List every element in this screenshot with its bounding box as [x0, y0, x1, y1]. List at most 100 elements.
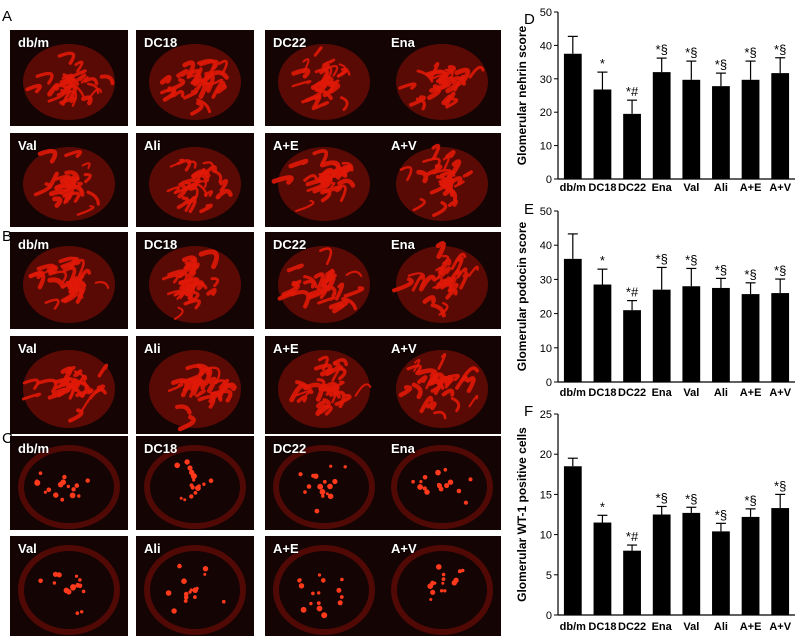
stain-image — [273, 445, 375, 529]
significance-marker: *§ — [715, 57, 727, 72]
bar-ae — [741, 294, 760, 382]
significance-marker: *§ — [715, 507, 727, 522]
y-axis-label: Glomerular nehrin score — [515, 25, 529, 165]
y-tick-label: 25 — [540, 409, 552, 421]
significance-marker: *# — [626, 84, 639, 99]
y-tick-label: 20 — [540, 449, 552, 461]
stain-image — [271, 147, 370, 221]
stain-image — [391, 545, 493, 635]
x-tick-label: A+V — [769, 387, 791, 399]
stain-image — [23, 147, 115, 221]
micrograph-b-ali: Ali — [136, 336, 254, 434]
stain-image — [18, 445, 120, 529]
bar-dbm — [563, 258, 582, 382]
y-tick-label: 10 — [540, 343, 552, 355]
micrograph-b-dbm: db/m — [10, 232, 128, 329]
x-tick-label: DC18 — [588, 387, 616, 399]
y-tick-label: 0 — [546, 610, 552, 622]
micrograph-label: Ena — [391, 35, 415, 50]
bar-av — [771, 293, 790, 382]
bar-av — [771, 73, 790, 179]
bar-val — [682, 512, 701, 615]
bar-ali — [712, 531, 730, 615]
bar-av — [771, 508, 790, 615]
bar-val — [682, 286, 701, 382]
bar-ena — [652, 72, 671, 179]
micrograph-label: Ena — [391, 441, 415, 456]
y-axis-label: Glomerular WT-1 positive cells — [515, 427, 529, 602]
y-tick-label: 40 — [540, 240, 552, 252]
x-tick-label: A+V — [769, 182, 791, 194]
x-tick-label: DC18 — [588, 182, 616, 194]
x-tick-label: DC22 — [618, 621, 646, 633]
y-axis-label: Glomerular podocin score — [515, 221, 529, 371]
micrograph-c-ae: A+E — [265, 536, 383, 636]
micrograph-a-ali: Ali — [136, 133, 254, 227]
micrograph-c-ena: Ena — [383, 436, 501, 530]
stain-image — [149, 44, 241, 120]
micrograph-label: A+V — [391, 138, 417, 153]
micrograph-label: DC22 — [273, 237, 307, 252]
micrograph-label: DC18 — [144, 35, 178, 50]
micrograph-b-av: A+V — [383, 336, 501, 434]
bar-ae — [741, 79, 760, 179]
micrograph-label: DC22 — [273, 35, 307, 50]
x-tick-label: A+E — [740, 182, 762, 194]
micrograph-label: A+E — [273, 138, 299, 153]
stain-image — [396, 44, 488, 120]
stain-image — [23, 246, 115, 323]
significance-marker: *§ — [685, 491, 697, 506]
x-tick-label: Ena — [652, 387, 673, 399]
significance-marker: *§ — [685, 252, 697, 267]
x-tick-label: Val — [683, 387, 699, 399]
stain-image — [149, 147, 241, 221]
stain-image — [277, 246, 370, 323]
micrograph-a-dbm: db/m — [10, 30, 128, 126]
bar-val — [682, 79, 701, 179]
panel-letter-f: F — [524, 403, 533, 420]
micrograph-label: Ali — [144, 138, 161, 153]
micrograph-a-dc22: DC22 — [265, 30, 383, 126]
y-tick-label: 50 — [540, 206, 552, 218]
stain-image — [149, 350, 241, 432]
micrograph-a-ena: Ena — [383, 30, 501, 126]
y-tick-label: 10 — [540, 530, 552, 542]
x-tick-label: A+E — [740, 621, 762, 633]
stain-image — [278, 350, 372, 428]
micrograph-label: Ena — [391, 237, 415, 252]
stain-image — [21, 350, 115, 428]
x-tick-label: Ali — [714, 621, 728, 633]
x-tick-label: db/m — [560, 387, 586, 399]
bar-dc18 — [593, 284, 612, 382]
micrograph-label: DC18 — [144, 441, 178, 456]
significance-marker: *§ — [656, 490, 668, 505]
stain-image — [278, 44, 370, 120]
bar-ae — [741, 516, 760, 615]
bar-ali — [712, 86, 730, 179]
x-tick-label: Val — [683, 621, 699, 633]
bar-ali — [712, 287, 730, 382]
micrograph-label: db/m — [18, 237, 50, 252]
panel-letter-a: A — [2, 8, 13, 25]
micrograph-label: A+E — [273, 541, 299, 556]
significance-marker: *§ — [656, 251, 668, 266]
micrograph-a-dc18: DC18 — [136, 30, 254, 126]
y-tick-label: 40 — [540, 40, 552, 52]
micrograph-c-dc18: DC18 — [136, 436, 254, 530]
significance-marker: *§ — [774, 478, 786, 493]
micrograph-label: DC18 — [144, 237, 178, 252]
micrograph-c-dbm: db/m — [10, 436, 128, 530]
micrograph-label: Ali — [144, 541, 161, 556]
significance-marker: * — [600, 499, 605, 514]
panel-letter-e: E — [524, 201, 534, 218]
micrograph-label: db/m — [18, 441, 50, 456]
x-tick-label: Ena — [652, 182, 673, 194]
bar-dbm — [563, 53, 582, 179]
micrograph-c-av: A+V — [383, 536, 501, 636]
significance-marker: *# — [626, 285, 639, 300]
x-tick-label: Ali — [714, 387, 728, 399]
x-tick-label: Val — [683, 182, 699, 194]
micrograph-label: db/m — [18, 35, 50, 50]
